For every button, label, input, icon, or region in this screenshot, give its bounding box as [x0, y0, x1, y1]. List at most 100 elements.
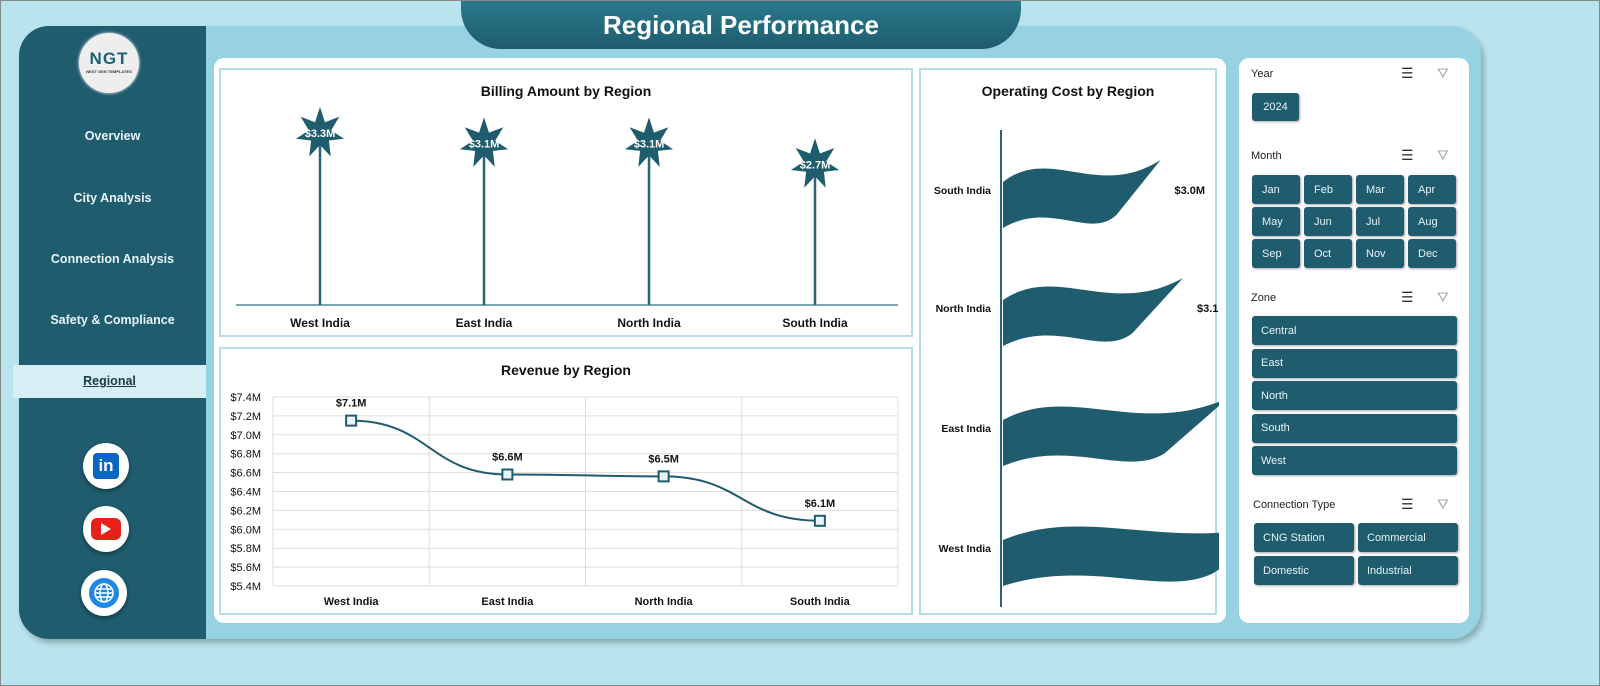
connection-slicer-label: Connection Type — [1253, 499, 1336, 511]
page-title: Regional Performance — [461, 1, 1021, 49]
multi-select-icon[interactable]: ☰ — [1401, 65, 1414, 81]
logo-subtext: NEXT GEN TEMPLATES — [86, 69, 132, 74]
y-tick-label: $7.4M — [230, 392, 261, 404]
multi-select-icon[interactable]: ☰ — [1401, 289, 1414, 305]
slicer-option-month[interactable]: Dec — [1408, 239, 1456, 268]
slicer-option-zone[interactable]: South — [1252, 413, 1457, 443]
y-tick-label: East India — [941, 423, 991, 435]
revenue-plot: $7.4M $7.2M $7.0M $6.8M $6.6M $6.4M $6.2M $6.0M… — [230, 392, 899, 608]
chart-title: Billing Amount by Region — [480, 83, 652, 99]
chart-title: Operating Cost by Region — [981, 83, 1155, 99]
data-label: $6.5M — [648, 453, 679, 465]
linkedin-icon: in — [93, 453, 119, 479]
logo: NGT NEXT GEN TEMPLATES — [79, 33, 139, 93]
slicer-option-month[interactable]: Jan — [1252, 175, 1300, 204]
operating-cost-chart: Operating Cost by Region $3.0M South Indi… — [919, 68, 1219, 615]
chart-title: Revenue by Region — [501, 362, 631, 378]
y-tick-label: $6.6M — [230, 468, 261, 480]
x-tick-label: East India — [481, 596, 534, 608]
slicer-option-month[interactable]: Mar — [1356, 175, 1404, 204]
y-tick-label: North India — [936, 303, 992, 315]
slicer-option-connection[interactable]: Industrial — [1358, 556, 1458, 585]
clear-filter-icon[interactable]: ⛛ — [1437, 65, 1449, 81]
slicer-option-month[interactable]: Feb — [1304, 175, 1352, 204]
nav-regional[interactable]: Regional — [13, 365, 206, 398]
y-tick-label: $6.2M — [230, 505, 261, 517]
slicer-option-2024[interactable]: 2024 — [1252, 93, 1299, 121]
nav-city-analysis[interactable]: City Analysis — [73, 191, 152, 205]
x-tick-label: South India — [790, 596, 851, 608]
y-tick-label: $6.0M — [230, 524, 261, 536]
slicer-option-month[interactable]: Apr — [1408, 175, 1456, 204]
data-point — [501, 468, 514, 481]
slicer-option-zone[interactable]: Central — [1252, 316, 1457, 345]
clear-filter-icon[interactable]: ⛛ — [1437, 147, 1449, 163]
website-button[interactable] — [81, 570, 127, 616]
slicer-option-connection[interactable]: Commercial — [1358, 523, 1458, 552]
y-tick-label: $7.0M — [230, 430, 261, 442]
x-tick-label: South India — [782, 316, 848, 330]
revenue-chart: Revenue by Region $7.4M $7.2M $7.0M $6.8M $6… — [219, 347, 913, 615]
data-label: $3.3M — [305, 128, 336, 140]
youtube-button[interactable] — [83, 506, 129, 552]
logo-text: NGT — [89, 49, 129, 68]
linkedin-button[interactable]: in — [83, 443, 129, 489]
flag-marker — [1003, 160, 1161, 228]
flag-marker — [1003, 401, 1219, 466]
clear-filter-icon[interactable]: ⛛ — [1437, 496, 1449, 512]
y-tick-label: $5.8M — [230, 543, 261, 555]
data-label: $6.1M — [805, 498, 836, 510]
star-marker — [790, 138, 840, 188]
multi-select-icon[interactable]: ☰ — [1401, 496, 1414, 512]
slicer-option-zone[interactable]: West — [1252, 446, 1457, 476]
multi-select-icon[interactable]: ☰ — [1401, 147, 1414, 163]
y-tick-label: South India — [934, 185, 991, 197]
slicer-option-zone[interactable]: East — [1252, 348, 1457, 378]
x-tick-label: West India — [324, 596, 380, 608]
data-label: $3.0M — [1175, 185, 1206, 197]
flag-marker — [1003, 526, 1219, 586]
data-point — [813, 514, 826, 527]
y-tick-label: $6.8M — [230, 449, 261, 461]
slicer-option-month[interactable]: Oct — [1304, 239, 1352, 268]
billing-chart: Billing Amount by Region $3.3M West India… — [219, 68, 913, 337]
x-tick-label: East India — [456, 316, 513, 330]
zone-slicer-label: Zone — [1251, 292, 1277, 304]
x-tick-label: West India — [290, 316, 350, 330]
slicer-option-month[interactable]: Aug — [1408, 207, 1456, 236]
data-point — [657, 470, 670, 483]
year-slicer-label: Year — [1251, 68, 1274, 80]
revenue-line — [351, 419, 820, 522]
data-point — [345, 414, 358, 427]
star-marker — [459, 117, 509, 167]
nav-connection-analysis[interactable]: Connection Analysis — [50, 252, 175, 266]
star-marker — [624, 117, 674, 167]
youtube-icon — [91, 518, 121, 540]
globe-icon — [89, 578, 119, 608]
slicer-option-month[interactable]: Nov — [1356, 239, 1404, 268]
x-tick-label: North India — [617, 316, 681, 330]
slicer-option-zone[interactable]: North — [1252, 381, 1457, 411]
slicer-option-connection[interactable]: Domestic — [1254, 556, 1354, 585]
y-tick-label: $6.4M — [230, 487, 261, 499]
slicer-option-connection[interactable]: CNG Station — [1254, 523, 1354, 552]
data-label: $3.1M — [469, 138, 500, 150]
flag-marker — [1003, 278, 1183, 346]
clear-filter-icon[interactable]: ⛛ — [1437, 289, 1449, 305]
data-label: $3.1M — [1197, 303, 1219, 315]
nav-overview[interactable]: Overview — [84, 129, 141, 143]
nav-safety-compliance[interactable]: Safety & Compliance — [50, 313, 175, 327]
slicer-option-month[interactable]: Jun — [1304, 207, 1352, 236]
slicer-option-month[interactable]: May — [1252, 207, 1300, 236]
data-label: $6.6M — [492, 451, 523, 463]
y-tick-label: $5.6M — [230, 562, 261, 574]
y-tick-label: $7.2M — [230, 411, 261, 423]
star-marker — [295, 107, 345, 157]
y-tick-label: West India — [939, 543, 991, 555]
month-slicer-label: Month — [1251, 150, 1282, 162]
slicer-option-month[interactable]: Jul — [1356, 207, 1404, 236]
x-tick-label: North India — [635, 596, 694, 608]
data-label: $2.7M — [800, 159, 831, 171]
slicer-option-month[interactable]: Sep — [1252, 239, 1300, 268]
